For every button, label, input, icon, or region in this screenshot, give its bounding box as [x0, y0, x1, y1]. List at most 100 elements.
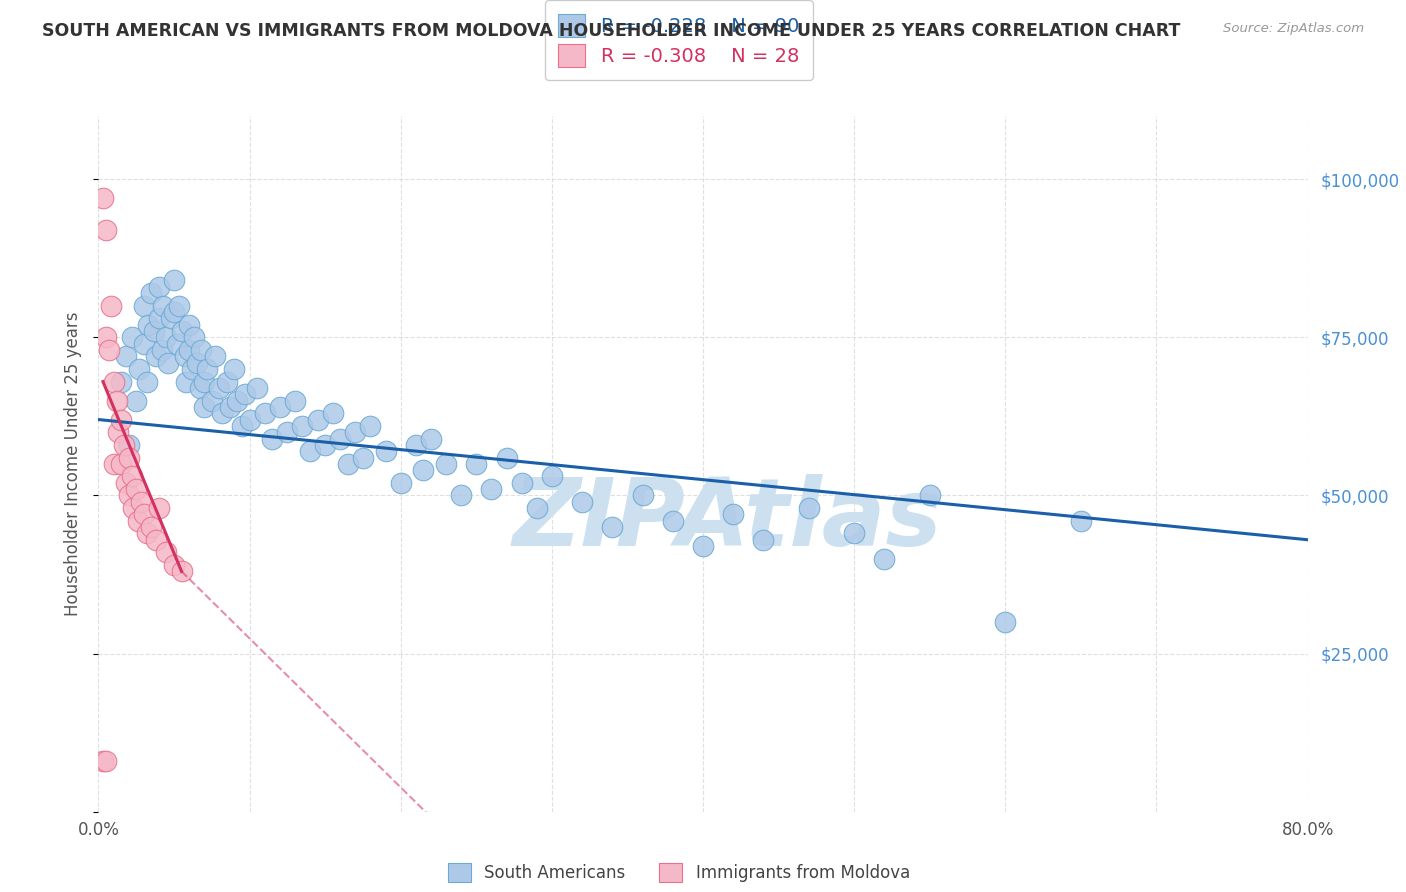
Point	[122, 501, 145, 516]
Point	[91, 754, 114, 768]
Point	[110, 457, 132, 471]
Point	[121, 330, 143, 344]
Point	[284, 393, 307, 408]
Point	[389, 475, 412, 490]
Point	[110, 412, 132, 426]
Point	[156, 356, 179, 370]
Point	[128, 362, 150, 376]
Point	[135, 375, 157, 389]
Y-axis label: Householder Income Under 25 years: Householder Income Under 25 years	[65, 311, 83, 616]
Point	[141, 286, 163, 301]
Point	[253, 406, 276, 420]
Point	[118, 488, 141, 502]
Point	[344, 425, 367, 440]
Point	[269, 400, 291, 414]
Point	[276, 425, 298, 440]
Legend: South Americans, Immigrants from Moldova: South Americans, Immigrants from Moldova	[436, 851, 921, 892]
Point	[188, 381, 211, 395]
Point	[262, 432, 284, 446]
Point	[420, 432, 443, 446]
Point	[183, 330, 205, 344]
Point	[163, 273, 186, 287]
Point	[692, 539, 714, 553]
Point	[246, 381, 269, 395]
Point	[148, 279, 170, 293]
Point	[112, 438, 135, 452]
Point	[291, 418, 314, 433]
Point	[143, 324, 166, 338]
Point	[873, 551, 896, 566]
Point	[602, 520, 624, 534]
Point	[145, 349, 167, 363]
Point	[98, 343, 121, 357]
Point	[336, 457, 359, 471]
Point	[125, 482, 148, 496]
Point	[797, 501, 820, 516]
Text: SOUTH AMERICAN VS IMMIGRANTS FROM MOLDOVA HOUSEHOLDER INCOME UNDER 25 YEARS CORR: SOUTH AMERICAN VS IMMIGRANTS FROM MOLDOV…	[42, 22, 1181, 40]
Point	[195, 362, 218, 376]
Point	[163, 558, 186, 572]
Point	[219, 400, 242, 414]
Point	[132, 299, 155, 313]
Point	[174, 375, 197, 389]
Point	[374, 444, 396, 458]
Point	[994, 615, 1017, 629]
Point	[121, 469, 143, 483]
Point	[723, 508, 745, 522]
Point	[155, 545, 177, 559]
Point	[125, 393, 148, 408]
Point	[208, 381, 231, 395]
Point	[193, 375, 215, 389]
Point	[360, 418, 382, 433]
Point	[179, 318, 201, 332]
Point	[190, 343, 212, 357]
Point	[107, 425, 129, 440]
Point	[1070, 514, 1092, 528]
Point	[166, 336, 188, 351]
Point	[434, 457, 457, 471]
Point	[918, 488, 941, 502]
Point	[495, 450, 517, 465]
Point	[132, 336, 155, 351]
Point	[844, 526, 866, 541]
Point	[114, 349, 136, 363]
Point	[307, 412, 329, 426]
Point	[465, 457, 488, 471]
Point	[152, 299, 174, 313]
Point	[752, 533, 775, 547]
Point	[239, 412, 262, 426]
Point	[170, 324, 193, 338]
Point	[173, 349, 195, 363]
Point	[170, 565, 193, 579]
Point	[91, 191, 114, 205]
Point	[103, 457, 125, 471]
Point	[179, 343, 201, 357]
Point	[150, 343, 173, 357]
Point	[148, 501, 170, 516]
Point	[94, 223, 117, 237]
Point	[181, 362, 204, 376]
Point	[155, 330, 177, 344]
Point	[135, 526, 157, 541]
Point	[145, 533, 167, 547]
Point	[571, 495, 593, 509]
Point	[148, 311, 170, 326]
Point	[662, 514, 685, 528]
Point	[231, 418, 253, 433]
Point	[163, 305, 186, 319]
Point	[215, 375, 238, 389]
Point	[167, 299, 190, 313]
Point	[526, 501, 548, 516]
Point	[136, 318, 159, 332]
Point	[103, 375, 125, 389]
Point	[105, 393, 128, 408]
Point	[224, 362, 246, 376]
Point	[118, 438, 141, 452]
Text: Source: ZipAtlas.com: Source: ZipAtlas.com	[1223, 22, 1364, 36]
Point	[412, 463, 434, 477]
Point	[132, 508, 155, 522]
Point	[233, 387, 256, 401]
Point	[204, 349, 226, 363]
Point	[100, 299, 122, 313]
Point	[110, 375, 132, 389]
